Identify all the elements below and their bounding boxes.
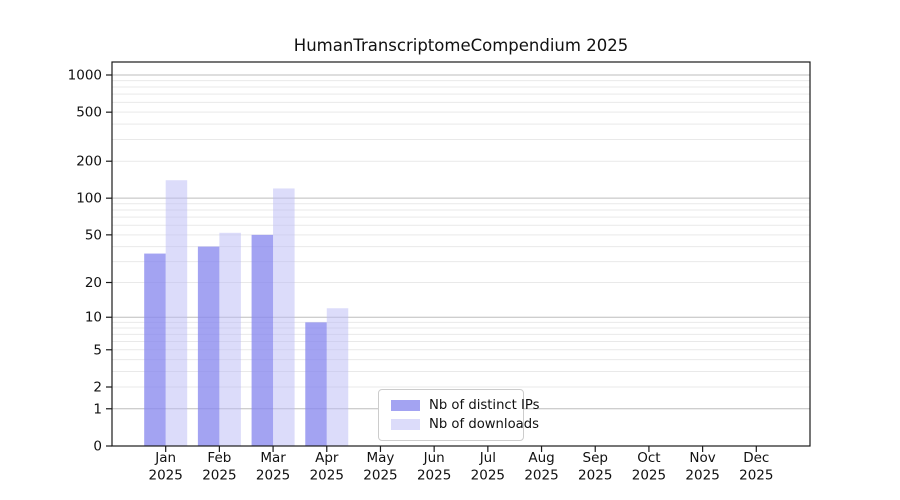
x-tick-sublabel: 2025 [471, 468, 505, 484]
x-tick-sublabel: 2025 [417, 468, 451, 484]
y-tick-label: 0 [93, 439, 102, 455]
bar-downloads [273, 188, 295, 446]
x-tick-label: Jan [154, 450, 176, 466]
bar-downloads [219, 232, 241, 446]
legend-label-distinct-ips: Nb of distinct IPs [429, 398, 540, 414]
x-tick-label: Feb [207, 450, 231, 466]
x-tick-label: Nov [689, 450, 715, 466]
bar-distinct-ips [305, 322, 327, 446]
y-tick-label: 1 [93, 401, 102, 417]
bar-downloads [326, 308, 349, 446]
y-tick-label: 200 [76, 154, 102, 170]
y-tick-label: 1000 [68, 67, 102, 83]
y-tick-label: 2 [93, 380, 102, 396]
x-tick-label: Sep [583, 450, 608, 466]
x-tick-sublabel: 2025 [256, 468, 290, 484]
bar-distinct-ips [144, 253, 166, 446]
x-tick-sublabel: 2025 [363, 468, 397, 484]
x-tick-label: Jul [479, 450, 496, 466]
legend: Nb of distinct IPs Nb of downloads [378, 389, 540, 441]
chart-title: HumanTranscriptomeCompendium 2025 [293, 36, 629, 55]
x-tick-sublabel: 2025 [632, 468, 666, 484]
x-tick-sublabel: 2025 [524, 468, 558, 484]
y-tick-label: 100 [76, 191, 102, 207]
x-tick-sublabel: 2025 [578, 468, 612, 484]
legend-label-downloads: Nb of downloads [429, 416, 539, 432]
legend-item-distinct-ips: Nb of distinct IPs [391, 399, 540, 413]
x-tick-label: Apr [315, 450, 339, 466]
y-tick-label: 10 [85, 310, 102, 326]
x-tick-sublabel: 2025 [202, 468, 236, 484]
y-tick-label: 500 [76, 105, 102, 121]
y-tick-label: 5 [93, 342, 102, 358]
x-tick-label: Mar [260, 450, 286, 466]
bar-downloads [165, 180, 188, 446]
x-tick-label: May [367, 450, 395, 466]
x-tick-label: Dec [743, 450, 769, 466]
x-tick-sublabel: 2025 [739, 468, 773, 484]
legend-swatch-distinct-ips [391, 400, 420, 412]
x-tick-sublabel: 2025 [310, 468, 344, 484]
y-tick-label: 20 [85, 275, 102, 291]
y-tick-label: 50 [85, 227, 102, 243]
bar-distinct-ips [251, 234, 274, 446]
legend-swatch-downloads [391, 418, 420, 430]
bar-distinct-ips [197, 246, 220, 446]
x-tick-label: Jun [423, 450, 445, 466]
x-tick-label: Aug [528, 450, 554, 466]
legend-item-downloads: Nb of downloads [391, 417, 539, 431]
x-tick-label: Oct [637, 450, 660, 466]
x-tick-sublabel: 2025 [149, 468, 183, 484]
x-tick-sublabel: 2025 [685, 468, 719, 484]
plot-border [111, 61, 811, 447]
